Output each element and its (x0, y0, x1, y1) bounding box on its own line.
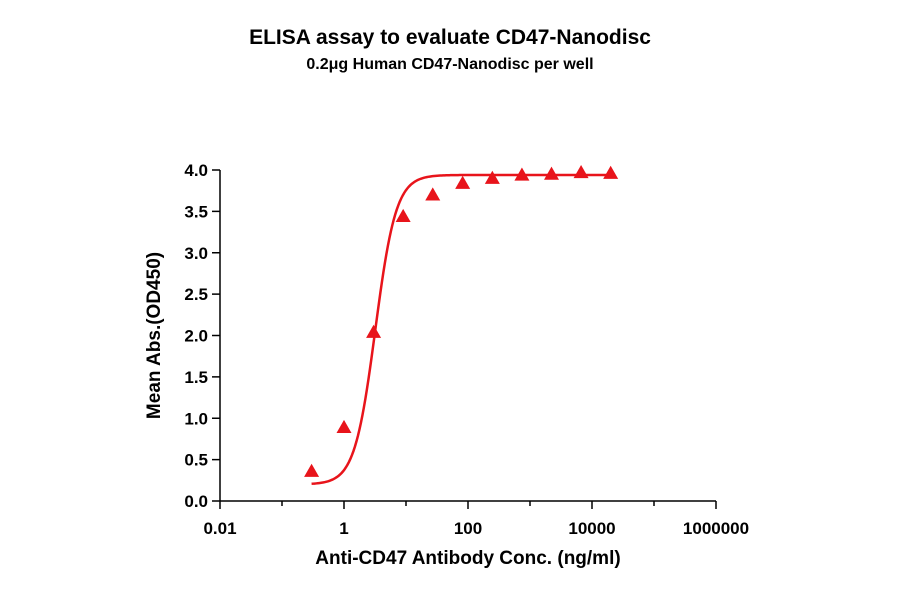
x-tick-label: 100 (454, 519, 482, 538)
y-tick-label: 2.5 (184, 285, 208, 304)
chart-title: ELISA assay to evaluate CD47-Nanodisc (249, 26, 651, 49)
data-point-triangle (366, 324, 382, 338)
data-point-triangle (455, 175, 471, 189)
chart-subtitle: 0.2μg Human CD47-Nanodisc per well (306, 56, 594, 73)
x-ticks: 0.01 1 100 10000 1000000 (203, 501, 749, 538)
data-point-triangle (395, 208, 411, 222)
axes (219, 170, 716, 502)
data-point-triangle (425, 187, 441, 201)
data-point-triangle (484, 170, 500, 184)
y-tick-label: 1.0 (184, 409, 208, 428)
data-points (304, 164, 619, 477)
fit-curve (311, 173, 611, 486)
data-point-triangle (543, 166, 559, 180)
data-point-triangle (336, 419, 352, 433)
y-ticks: 0.0 0.5 1.0 1.5 2.0 2.5 3.0 3.5 4.0 (184, 161, 220, 511)
x-axis-label: Anti-CD47 Antibody Conc. (ng/ml) (315, 548, 620, 569)
y-tick-label: 0.0 (184, 492, 208, 511)
y-tick-label: 0.5 (184, 451, 208, 470)
x-tick-label: 1 (339, 519, 348, 538)
x-tick-label: 1000000 (683, 519, 749, 538)
data-point-triangle (514, 167, 530, 181)
data-point-triangle (573, 164, 589, 179)
data-point-triangle (603, 165, 619, 179)
x-tick-label: 10000 (568, 519, 615, 538)
y-axis-label: Mean Abs.(OD450) (144, 252, 165, 419)
y-tick-label: 4.0 (184, 161, 208, 180)
y-tick-label: 3.0 (184, 244, 208, 263)
y-tick-label: 2.0 (184, 327, 208, 346)
x-tick-label: 0.01 (203, 519, 236, 538)
data-point-triangle (304, 463, 320, 477)
y-tick-label: 1.5 (184, 368, 208, 387)
y-tick-label: 3.5 (184, 202, 208, 221)
